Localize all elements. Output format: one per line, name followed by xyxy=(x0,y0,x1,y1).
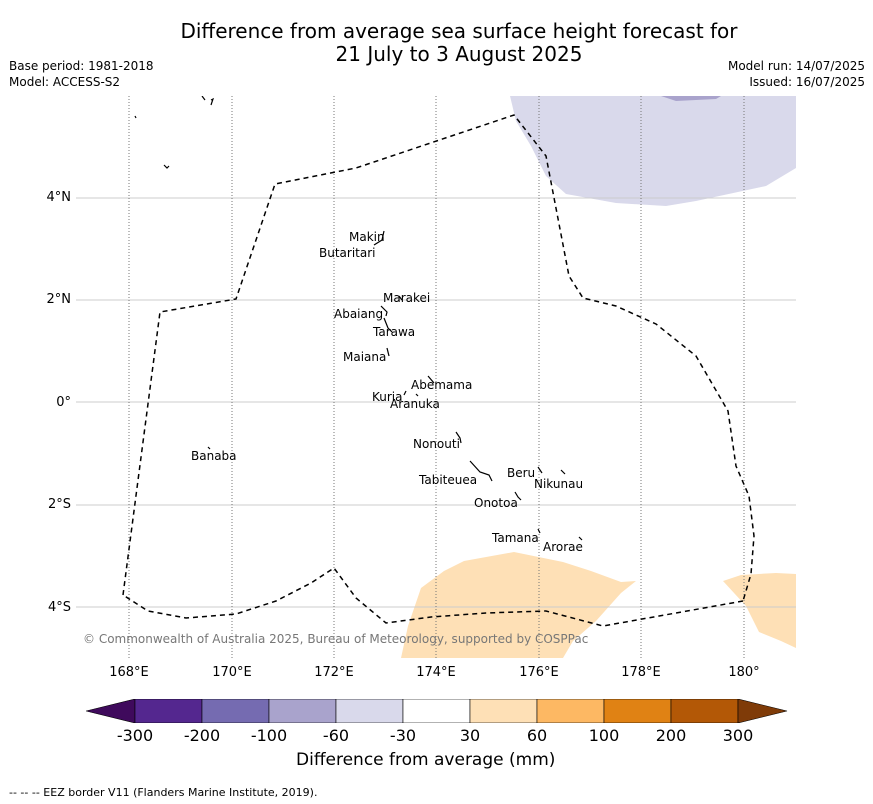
lat-tick-2s: 2°S xyxy=(47,497,71,512)
eez-border xyxy=(122,114,755,627)
lon-tick-176e: 176°E xyxy=(519,665,559,680)
island-label-beru: Beru xyxy=(507,466,536,480)
island-label-tamana: Tamana xyxy=(492,531,539,545)
meta-left: Base period: 1981-2018 Model: ACCESS-S2 xyxy=(9,58,154,90)
island-label-abemama: Abemama xyxy=(411,378,473,392)
copyright-notice: © Commonwealth of Australia 2025, Bureau… xyxy=(83,632,589,646)
model-run: Model run: 14/07/2025 xyxy=(727,59,865,73)
lon-tick-170e: 170°E xyxy=(212,665,252,680)
colorbar-segment-6 xyxy=(469,699,538,723)
island-label-kuria: Kuria xyxy=(372,390,403,404)
title-line-2: 21 July to 3 August 2025 xyxy=(335,42,583,66)
positive-anomaly-region-east xyxy=(723,573,796,648)
issued-date: Issued: 16/07/2025 xyxy=(749,75,865,89)
colorbar-tick: -30 xyxy=(389,726,417,745)
map-title: Difference from average sea surface heig… xyxy=(0,20,873,66)
colorbar-tick: -100 xyxy=(250,726,288,745)
colorbar-segment-4 xyxy=(335,699,404,723)
colorbar-segment-0 xyxy=(86,699,136,723)
colorbar-segment-10 xyxy=(737,699,788,723)
colorbar-segment-8 xyxy=(603,699,672,723)
colorbar-segment-9 xyxy=(670,699,739,723)
negative-anomaly-region xyxy=(510,96,796,206)
island-label-arorae: Arorae xyxy=(543,540,583,554)
colorbar-tick: 300 xyxy=(722,726,754,745)
island-label-tabiteuea: Tabiteuea xyxy=(419,473,478,487)
lon-gridlines xyxy=(128,96,745,658)
lat-tick-2n: 2°N xyxy=(46,292,72,307)
lon-tick-178e: 178°E xyxy=(621,665,661,680)
island-label-tarawa: Tarawa xyxy=(373,325,416,339)
lat-tick-4n: 4°N xyxy=(46,190,72,205)
colorbar-tick: 30 xyxy=(459,726,481,745)
lon-tick-168e: 168°E xyxy=(109,665,149,680)
colorbar-segment-5 xyxy=(402,699,471,723)
colorbar-tick: 200 xyxy=(655,726,687,745)
island-label-maiana: Maiana xyxy=(343,350,387,364)
lon-tick-172e: 172°E xyxy=(314,665,354,680)
colorbar-segment-3 xyxy=(268,699,337,723)
lon-tick-174e: 174°E xyxy=(416,665,456,680)
title-line-1: Difference from average sea surface heig… xyxy=(180,19,738,43)
colorbar-segment-2 xyxy=(201,699,270,723)
lon-tick-180: 180° xyxy=(728,665,760,680)
island-label-makin: Makin xyxy=(349,230,385,244)
colorbar-label: Difference from average (mm) xyxy=(296,750,556,770)
island-label-abaiang: Abaiang xyxy=(334,307,384,321)
lat-tick-0: 0° xyxy=(56,395,71,410)
model-name: Model: ACCESS-S2 xyxy=(9,75,121,89)
island-label-aranuka: Aranuka xyxy=(390,397,440,411)
island-label-butaritari: Butaritari xyxy=(319,246,376,260)
positive-anomaly-region-south xyxy=(401,552,636,658)
island-label-banaba: Banaba xyxy=(191,449,237,463)
colorbar-tick: -300 xyxy=(116,726,154,745)
lat-tick-4s: 4°S xyxy=(47,600,71,615)
map-panel: Makin Butaritari Marakei Abaiang Tarawa … xyxy=(76,96,796,658)
colorbar-tick: -200 xyxy=(183,726,221,745)
negative-anomaly-core xyxy=(661,96,721,101)
island-label-nikunau: Nikunau xyxy=(534,477,584,491)
island-label-onotoa: Onotoa xyxy=(474,496,518,510)
eez-footnote: -- -- -- EEZ border V11 (Flanders Marine… xyxy=(9,786,318,799)
colorbar-tick: -60 xyxy=(322,726,350,745)
colorbar-tick: 100 xyxy=(588,726,620,745)
map-svg xyxy=(76,96,796,658)
coastlines xyxy=(134,96,583,541)
colorbar-tick: 60 xyxy=(526,726,548,745)
colorbar-segment-1 xyxy=(134,699,203,723)
base-period: Base period: 1981-2018 xyxy=(9,59,154,73)
colorbar-segment-7 xyxy=(536,699,605,723)
colorbar xyxy=(86,699,788,723)
island-label-marakei: Marakei xyxy=(383,291,431,305)
meta-right: Model run: 14/07/2025 Issued: 16/07/2025 xyxy=(728,58,865,90)
island-label-nonouti: Nonouti xyxy=(413,437,460,451)
